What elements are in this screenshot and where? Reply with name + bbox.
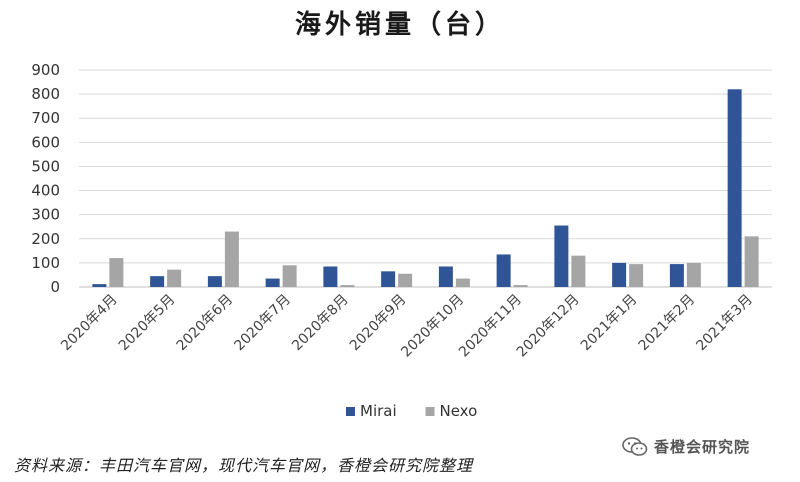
bar-nexo (224, 231, 239, 287)
bar-mirai (612, 262, 627, 287)
bar-mirai (496, 254, 511, 287)
x-tick-label: 2021年1月 (578, 292, 641, 355)
watermark: 香橙会研究院 (622, 436, 750, 457)
legend-label-nexo: Nexo (440, 402, 478, 420)
x-tick-label: 2020年9月 (347, 292, 410, 355)
y-tick-label: 700 (31, 109, 60, 127)
legend-swatch-mirai (346, 407, 355, 416)
bar-mirai (150, 276, 165, 287)
y-tick-label: 400 (31, 182, 60, 200)
bar-nexo (167, 269, 182, 287)
bar-mirai (438, 266, 453, 287)
y-tick-label: 800 (31, 85, 60, 103)
bar-nexo (398, 273, 413, 287)
y-tick-label: 200 (31, 230, 60, 248)
legend-label-mirai: Mirai (360, 402, 397, 420)
bar-nexo (109, 258, 124, 287)
bar-mirai (265, 278, 280, 287)
bar-mirai (381, 271, 396, 287)
x-tick-label: 2021年3月 (693, 292, 756, 355)
x-tick-label: 2020年4月 (58, 292, 121, 355)
bar-mirai (727, 89, 742, 288)
bar-mirai (554, 225, 569, 287)
bar-mirai (92, 284, 107, 287)
bar-nexo (744, 236, 759, 287)
bar-mirai (207, 276, 222, 287)
y-tick-label: 900 (31, 61, 60, 79)
source-note: 资料来源：丰田汽车官网，现代汽车官网，香橙会研究院整理 (14, 456, 474, 475)
y-tick-label: 500 (31, 157, 60, 175)
bar-mirai (669, 264, 684, 287)
bar-nexo (571, 255, 586, 287)
x-tick-label: 2020年5月 (116, 292, 179, 355)
x-tick-label: 2020年7月 (231, 292, 294, 355)
bar-nexo (629, 264, 644, 287)
y-tick-label: 600 (31, 133, 60, 151)
bar-nexo (455, 278, 470, 287)
y-tick-label: 0 (50, 278, 60, 296)
bar-nexo (282, 265, 297, 287)
x-tick-label: 2020年8月 (289, 292, 352, 355)
x-tick-label: 2021年2月 (636, 292, 699, 355)
legend-swatch-nexo (425, 407, 435, 416)
y-tick-label: 100 (31, 254, 60, 272)
wechat-icon (622, 436, 648, 456)
bar-mirai (323, 266, 338, 287)
x-tick-label: 2020年6月 (174, 292, 237, 355)
y-tick-label: 300 (31, 206, 60, 224)
bar-nexo (686, 262, 701, 287)
watermark-text: 香橙会研究院 (654, 438, 751, 456)
bar-nexo (513, 285, 528, 287)
bar-nexo (340, 285, 355, 287)
chart-title: 海外销量（台） (294, 10, 505, 40)
x-tick-label: 2020年12月 (514, 292, 583, 361)
